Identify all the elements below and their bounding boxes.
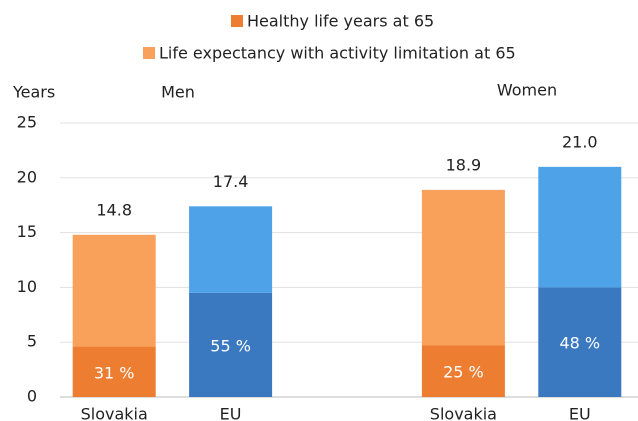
share-label: 55 % <box>210 336 251 355</box>
y-tick-label: 15 <box>17 222 37 241</box>
share-label: 31 % <box>94 363 135 382</box>
bar-segment <box>189 292 273 397</box>
bar-segment <box>538 287 622 397</box>
share-label: 48 % <box>559 334 600 353</box>
x-tick-label: EU <box>569 405 591 421</box>
legend-swatch <box>143 47 155 59</box>
bar-segment <box>72 346 156 397</box>
x-tick-label: EU <box>220 405 242 421</box>
y-tick-label: 20 <box>17 167 37 186</box>
y-tick-label: 0 <box>27 387 37 406</box>
legend-swatch <box>231 15 243 27</box>
total-label: 14.8 <box>96 200 132 219</box>
group-label: Men <box>161 83 195 102</box>
group-label: Women <box>497 81 557 100</box>
bar-segment <box>421 189 505 346</box>
bar-segment <box>72 234 156 347</box>
y-axis-label: Years <box>12 83 55 102</box>
x-tick-label: Slovakia <box>81 405 148 421</box>
share-label: 25 % <box>443 363 484 382</box>
total-label: 17.4 <box>213 172 249 191</box>
y-tick-label: 10 <box>17 277 37 296</box>
total-label: 21.0 <box>562 132 598 151</box>
total-label: 18.9 <box>446 155 482 174</box>
x-tick-label: Slovakia <box>430 405 497 421</box>
bar-segment <box>189 206 273 293</box>
legend-label: Healthy life years at 65 <box>247 12 434 31</box>
y-tick-label: 5 <box>27 332 37 351</box>
y-tick-label: 25 <box>17 113 37 132</box>
legend-label: Life expectancy with activity limitation… <box>159 44 516 63</box>
bar-segment <box>421 345 505 397</box>
bar-segment <box>538 166 622 288</box>
